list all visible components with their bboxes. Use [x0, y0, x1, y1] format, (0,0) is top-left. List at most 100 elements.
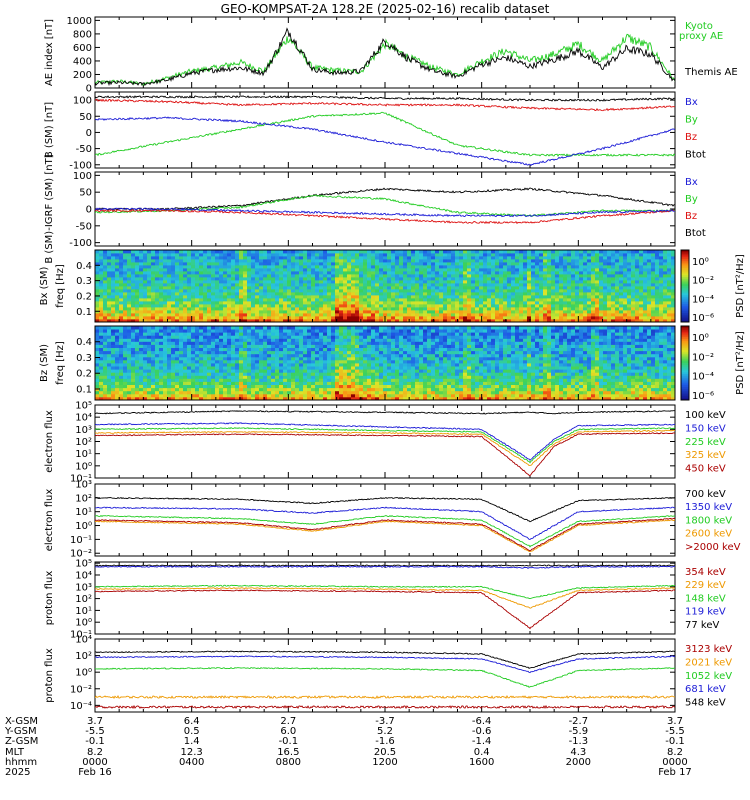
spectrogram-cell [239, 307, 244, 311]
spectrogram-cell [127, 387, 132, 392]
spectrogram-cell [411, 265, 416, 269]
spectrogram-cell [375, 265, 380, 269]
spectrogram-cell [303, 310, 308, 314]
spectrogram-cell [131, 250, 136, 254]
spectrogram-cell [147, 277, 152, 281]
spectrogram-cell [447, 280, 452, 284]
spectrogram-cell [131, 396, 136, 401]
spectrogram-cell [135, 274, 140, 278]
spectrogram-cell [347, 250, 352, 254]
spectrogram-cell [535, 313, 540, 317]
spectrogram-cell [575, 277, 580, 281]
spectrogram-cell [595, 283, 600, 287]
spectrogram-cell [343, 262, 348, 266]
spectrogram-cell [103, 347, 108, 352]
spectrogram-cell [555, 259, 560, 263]
spectrogram-cell [163, 316, 168, 320]
spectrogram-cell [619, 286, 624, 290]
spectrogram-cell [231, 256, 236, 260]
spectrogram-cell [131, 390, 136, 395]
spectrogram-cell [279, 335, 284, 339]
spectrogram-cell [179, 277, 184, 281]
spectrogram-cell [231, 250, 236, 254]
spectrogram-cell [199, 256, 204, 260]
spectrogram-cell [407, 262, 412, 266]
spectrogram-cell [651, 253, 656, 257]
spectrogram-cell [303, 286, 308, 290]
spectrogram-cell [179, 341, 184, 345]
spectrogram-cell [423, 304, 428, 308]
spectrogram-cell [227, 271, 232, 275]
colorbar-cell [681, 262, 689, 265]
spectrogram-cell [171, 356, 176, 361]
spectrogram-cell [379, 268, 384, 272]
spectrogram-cell [303, 259, 308, 263]
spectrogram-cell [475, 301, 480, 305]
spectrogram-cell [607, 295, 612, 299]
spectrogram-cell [319, 313, 324, 317]
spectrogram-cell [95, 335, 100, 339]
spectrogram-cell [291, 298, 296, 302]
spectrogram-cell [115, 265, 120, 269]
spectrogram-cell [455, 289, 460, 293]
spectrogram-cell [275, 301, 280, 305]
spectrogram-cell [199, 304, 204, 308]
spectrogram-cell [207, 277, 212, 281]
spectrogram-cell [355, 271, 360, 275]
spectrogram-cell [135, 384, 140, 389]
spectrogram-cell [243, 298, 248, 302]
spectrogram-cell [207, 295, 212, 299]
spectrogram-cell [267, 316, 272, 320]
spectrogram-cell [271, 396, 276, 401]
spectrogram-cell [447, 262, 452, 266]
spectrogram-cell [363, 262, 368, 266]
spectrogram-cell [159, 283, 164, 287]
spectrogram-cell [643, 292, 648, 296]
spectrogram-cell [535, 280, 540, 284]
spectrogram-cell [179, 369, 184, 373]
spectrogram-cell [287, 286, 292, 290]
spectrogram-cell [563, 289, 568, 293]
spectrogram-cell [303, 268, 308, 272]
spectrogram-cell [407, 298, 412, 302]
spectrogram-cell [135, 262, 140, 266]
spectrogram-cell [275, 369, 280, 373]
spectrogram-cell [187, 256, 192, 260]
spectrogram-cell [587, 307, 592, 311]
spectrogram-cell [203, 369, 208, 373]
spectrogram-cell [515, 268, 520, 272]
spectrogram-cell [467, 304, 472, 308]
spectrogram-cell [307, 310, 312, 314]
spectrogram-cell [463, 319, 468, 323]
spectrogram-cell [371, 283, 376, 287]
spectrogram-cell [331, 253, 336, 257]
spectrogram-cell [351, 307, 356, 311]
spectrogram-cell [203, 316, 208, 320]
spectrogram-cell [139, 271, 144, 275]
spectrogram-cell [323, 307, 328, 311]
spectrogram-cell [443, 289, 448, 293]
spectrogram-cell [143, 280, 148, 284]
spectrogram-cell [279, 372, 284, 376]
spectrogram-cell [615, 292, 620, 296]
spectrogram-cell [123, 384, 128, 389]
spectrogram-cell [179, 265, 184, 269]
spectrogram-cell [431, 274, 436, 278]
spectrogram-cell [235, 313, 240, 317]
spectrogram-cell [107, 274, 112, 278]
spectrogram-cell [287, 256, 292, 260]
spectrogram-cell [151, 387, 156, 392]
spectrogram-cell [527, 271, 532, 275]
spectrogram-cell [615, 295, 620, 299]
spectrogram-cell [615, 262, 620, 266]
spectrogram-cell [175, 295, 180, 299]
spectrogram-cell [255, 289, 260, 293]
spectrogram-cell [103, 329, 108, 333]
series-btot-line [95, 187, 675, 211]
spectrogram-cell [247, 338, 252, 342]
spectrogram-cell [319, 268, 324, 272]
spectrogram-cell [103, 310, 108, 314]
spectrogram-cell [147, 319, 152, 323]
spectrogram-cell [515, 301, 520, 305]
spectrogram-cell [279, 265, 284, 269]
